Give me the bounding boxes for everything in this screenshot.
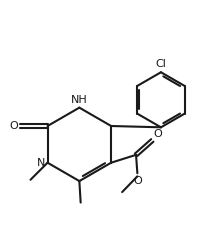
Text: O: O <box>154 129 163 139</box>
Text: O: O <box>9 121 18 131</box>
Text: NH: NH <box>71 94 88 105</box>
Text: Cl: Cl <box>155 58 166 69</box>
Text: N: N <box>37 158 46 168</box>
Text: O: O <box>133 176 142 186</box>
